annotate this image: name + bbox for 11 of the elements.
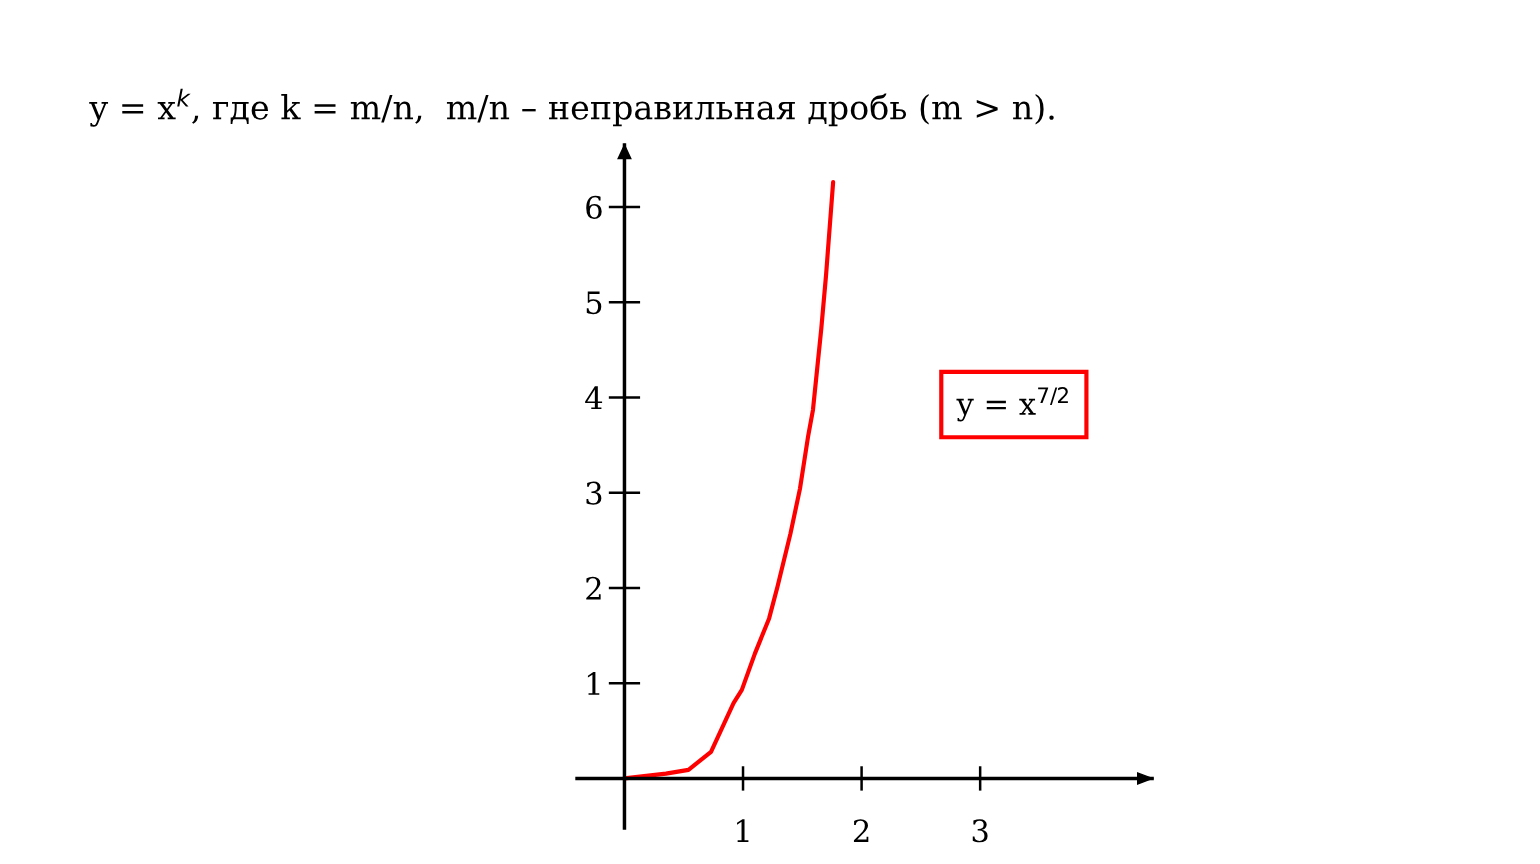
x-tick-label: 3 <box>972 819 988 843</box>
x-tick-label: 1 <box>737 819 749 842</box>
annotation: y = x$^{7/2}$ <box>956 387 1068 422</box>
y-tick-label: 3 <box>586 481 602 505</box>
y-tick-label: 5 <box>586 291 602 315</box>
y-tick-label: 6 <box>586 195 602 219</box>
y-tick-label: 1 <box>587 672 600 695</box>
y-tick-label: 2 <box>586 576 601 600</box>
y-tick-label: 4 <box>585 386 603 410</box>
x-tick-label: 2 <box>853 819 869 842</box>
chart-title: y = x$^{k}$, где k = m/n, m/n – неправильная дробь (m > n). <box>89 88 1054 127</box>
